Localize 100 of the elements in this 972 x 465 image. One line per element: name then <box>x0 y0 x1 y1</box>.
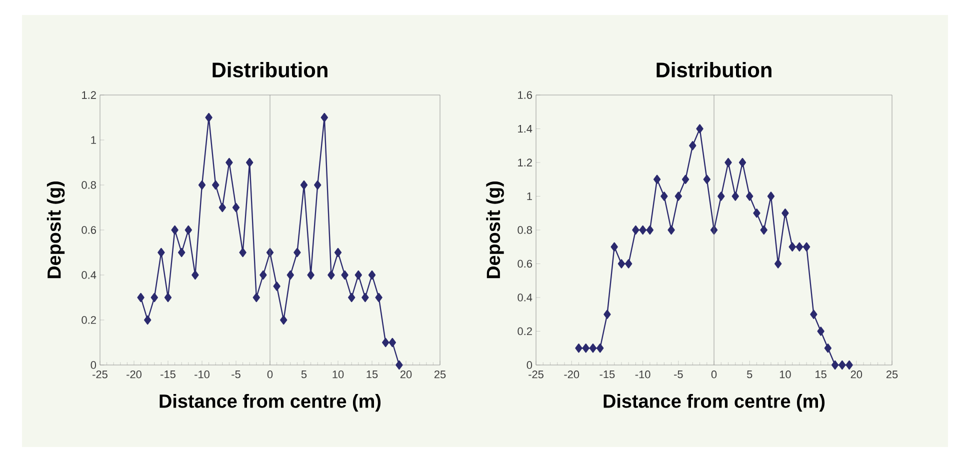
point <box>294 248 301 258</box>
x-tick-label: 5 <box>746 370 752 378</box>
point <box>624 259 632 268</box>
x-tick-label: -15 <box>600 370 615 378</box>
point <box>582 344 590 353</box>
x-tick-label: 25 <box>886 370 898 378</box>
x-tick-label: 15 <box>816 370 826 378</box>
point <box>632 225 640 235</box>
chart-title: Distribution <box>212 62 328 78</box>
point <box>252 292 260 302</box>
point <box>300 180 308 190</box>
point <box>732 192 739 201</box>
x-tick-label: -20 <box>564 370 580 378</box>
point <box>178 248 186 258</box>
point <box>239 248 246 258</box>
point <box>767 192 775 201</box>
x-tick-label: -5 <box>674 370 683 378</box>
point <box>610 242 618 252</box>
point <box>314 180 322 190</box>
point <box>218 202 226 212</box>
point <box>286 270 294 280</box>
point <box>144 315 152 325</box>
point <box>232 202 240 212</box>
point <box>354 270 362 280</box>
x-tick-label: -10 <box>635 370 650 378</box>
y-tick-label: 1 <box>91 136 96 144</box>
x-tick-label: 10 <box>780 370 791 378</box>
point <box>718 192 725 201</box>
x-tick-label: -25 <box>92 370 108 378</box>
point <box>396 360 403 370</box>
point <box>788 242 796 252</box>
y-tick-label: 1.6 <box>518 91 532 99</box>
y-axis-title: Deposit (g) <box>486 182 504 278</box>
x-tick-label: -20 <box>126 370 142 378</box>
point <box>696 124 704 134</box>
x-tick-label: 5 <box>301 370 307 378</box>
y-tick-label: 0 <box>526 361 532 369</box>
x-tick-label: -15 <box>160 370 176 378</box>
point <box>171 225 178 235</box>
point <box>753 208 760 218</box>
point <box>589 344 597 353</box>
point <box>596 344 604 353</box>
y-tick-label: 0.2 <box>82 316 96 324</box>
y-tick-label: 0.8 <box>518 226 532 234</box>
point <box>802 242 810 252</box>
point <box>280 315 288 325</box>
point <box>184 225 192 235</box>
x-axis-title: Distance from centre (m) <box>160 394 381 412</box>
x-tick-label: 10 <box>332 370 344 378</box>
point <box>846 360 853 370</box>
point <box>660 192 668 201</box>
y-tick-label: 1 <box>527 192 532 200</box>
point <box>246 158 254 168</box>
x-tick-label: 15 <box>366 370 378 378</box>
point <box>388 338 396 348</box>
point <box>260 270 267 280</box>
point <box>724 158 732 168</box>
point <box>368 270 376 280</box>
x-tick-label: 20 <box>850 370 862 378</box>
point <box>205 112 212 122</box>
point <box>639 225 646 235</box>
chart-title: Distribution <box>656 62 772 78</box>
point <box>307 270 314 280</box>
point <box>192 270 199 280</box>
point <box>382 338 390 348</box>
point <box>831 360 839 370</box>
y-tick-label: 0.4 <box>82 271 96 279</box>
point <box>273 282 280 291</box>
x-tick-label: -5 <box>232 370 240 378</box>
point <box>328 270 335 280</box>
point <box>782 208 789 218</box>
y-tick-label: 0.2 <box>518 327 532 336</box>
point <box>334 248 342 258</box>
y-tick-label: 0.6 <box>518 260 532 268</box>
point <box>817 326 824 336</box>
point <box>604 310 611 319</box>
point <box>158 248 165 258</box>
point <box>810 310 818 319</box>
y-tick-label: 0.6 <box>82 226 96 234</box>
point <box>796 242 804 252</box>
point <box>760 225 768 235</box>
y-tick-label: 1.2 <box>518 158 532 166</box>
x-tick-label: -10 <box>194 370 210 378</box>
x-tick-label: 0 <box>711 370 717 378</box>
point <box>137 292 144 302</box>
point <box>774 259 782 268</box>
point <box>618 259 626 268</box>
point <box>838 360 846 370</box>
y-axis-title: Deposit (g) <box>46 182 65 278</box>
point <box>746 192 754 201</box>
point <box>575 344 582 353</box>
x-tick-label: 25 <box>434 370 446 378</box>
point <box>689 141 696 150</box>
point <box>212 180 220 190</box>
y-tick-label: 1.4 <box>518 124 532 133</box>
y-tick-label: 0.8 <box>82 181 96 189</box>
y-tick-label: 0.4 <box>518 294 532 302</box>
x-tick-label: 20 <box>400 370 412 378</box>
y-tick-label: 1.2 <box>82 91 96 99</box>
y-tick-label: 0 <box>90 361 96 369</box>
